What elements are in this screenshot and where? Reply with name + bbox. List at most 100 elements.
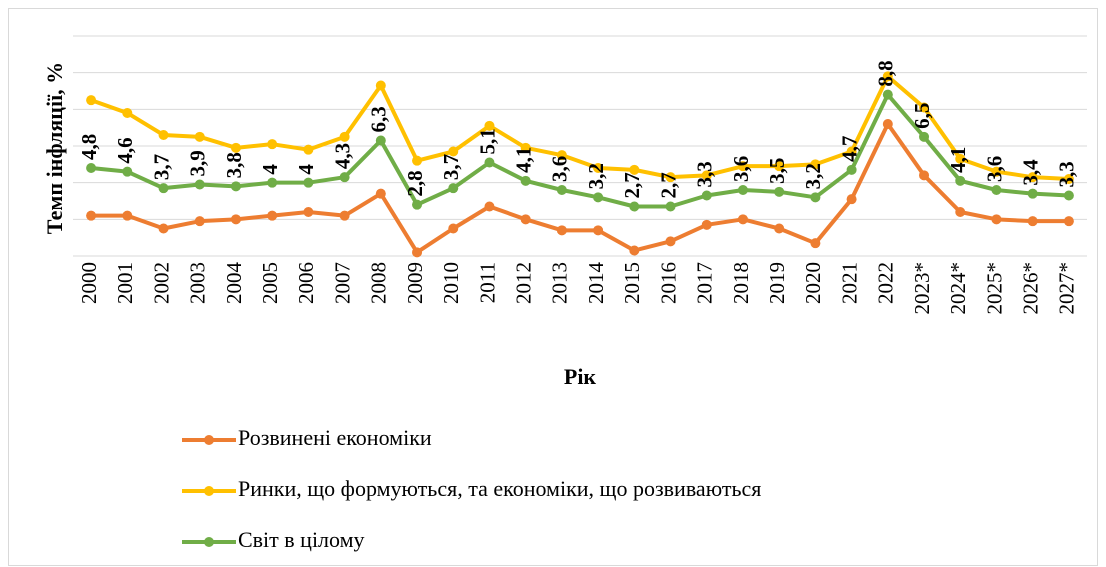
data-point <box>701 190 712 201</box>
data-point <box>846 164 857 175</box>
data-point <box>991 185 1002 195</box>
data-point <box>882 89 893 100</box>
data-point <box>1063 190 1074 201</box>
data-label: 3,6 <box>729 156 753 182</box>
data-label: 2,8 <box>403 170 427 196</box>
x-tick-label: 2008 <box>367 262 391 304</box>
x-tick-label: 2004 <box>222 262 246 305</box>
data-point <box>882 119 893 129</box>
data-point <box>556 185 567 195</box>
x-tick-label: 2001 <box>113 262 137 304</box>
x-tick-label: 2013 <box>548 262 572 304</box>
data-label: 4,7 <box>837 136 861 162</box>
data-point <box>1063 174 1074 184</box>
data-point <box>1063 216 1074 227</box>
data-label: 3,2 <box>801 163 825 189</box>
data-label: 6,5 <box>910 103 934 129</box>
data-point <box>484 157 495 168</box>
data-point <box>1027 216 1038 227</box>
data-label: 6,3 <box>367 106 391 132</box>
data-point <box>230 214 241 225</box>
data-point <box>122 166 133 177</box>
data-point <box>448 146 459 157</box>
data-point <box>303 177 314 188</box>
data-point <box>737 185 748 195</box>
x-tick-label: 2006 <box>294 262 318 304</box>
x-tick-label: 2009 <box>403 262 427 304</box>
data-point <box>267 210 278 221</box>
data-point <box>194 216 205 227</box>
data-point <box>303 144 314 155</box>
legend-marker <box>204 486 214 496</box>
data-point <box>194 131 205 142</box>
data-point <box>810 238 821 249</box>
data-point <box>520 175 531 186</box>
data-point <box>955 207 966 217</box>
data-point <box>991 214 1002 225</box>
data-point <box>339 210 350 221</box>
data-point <box>484 201 495 212</box>
data-label: 3,6 <box>982 156 1006 182</box>
data-point <box>774 186 785 197</box>
data-point <box>520 142 531 153</box>
data-label: 3,3 <box>693 161 717 187</box>
x-tick-label: 2026* <box>1018 262 1042 315</box>
data-point <box>774 223 785 234</box>
data-point <box>122 108 133 118</box>
data-point <box>1027 188 1038 199</box>
x-tick-label: 2022 <box>874 262 898 304</box>
data-point <box>267 139 278 150</box>
data-point <box>412 199 423 210</box>
data-point <box>339 131 350 142</box>
data-point <box>86 95 97 106</box>
data-label: 4 <box>294 164 318 175</box>
data-point <box>230 181 241 192</box>
data-point <box>375 188 386 199</box>
data-label: 3,5 <box>765 158 789 184</box>
data-label: 4 <box>258 164 282 175</box>
data-label: 4,1 <box>511 147 535 173</box>
data-point <box>267 177 278 188</box>
data-point <box>701 170 712 181</box>
data-point <box>412 155 423 166</box>
data-point <box>593 192 604 203</box>
x-tick-label: 2021 <box>837 262 861 304</box>
x-tick-label: 2010 <box>439 262 463 304</box>
x-tick-label: 2020 <box>801 262 825 304</box>
data-point <box>593 163 604 173</box>
data-label: 3,9 <box>186 150 210 176</box>
data-point <box>158 223 169 234</box>
data-label: 2,7 <box>656 172 680 198</box>
data-point <box>665 236 676 247</box>
data-label: 3,4 <box>1018 159 1042 186</box>
legend-marker <box>204 435 214 445</box>
x-tick-label: 2002 <box>149 262 173 304</box>
data-point <box>448 223 459 234</box>
data-point <box>629 164 640 175</box>
data-point <box>303 207 314 217</box>
data-point <box>955 153 966 164</box>
x-tick-label: 2015 <box>620 262 644 304</box>
x-tick-label: 2017 <box>693 262 717 304</box>
legend-label: Світ в цілому <box>238 527 365 552</box>
data-point <box>448 183 459 194</box>
data-point <box>774 161 785 172</box>
data-label: 4,6 <box>113 137 137 163</box>
data-point <box>919 170 930 181</box>
data-point <box>810 159 821 170</box>
x-tick-label: 2011 <box>475 262 499 303</box>
x-tick-label: 2012 <box>511 262 535 304</box>
x-tick-label: 2019 <box>765 262 789 304</box>
x-tick-label: 2024* <box>946 262 970 315</box>
x-tick-label: 2016 <box>656 262 680 304</box>
data-point <box>665 172 676 183</box>
x-axis-title: Рік <box>564 364 597 389</box>
data-point <box>593 225 604 236</box>
data-point <box>520 214 531 225</box>
series-line <box>90 92 1069 209</box>
x-tick-label: 2014 <box>584 262 608 305</box>
x-tick-label: 2005 <box>258 262 282 304</box>
x-tick-label: 2018 <box>729 262 753 304</box>
data-point <box>158 130 169 140</box>
data-label: 8,8 <box>874 60 898 86</box>
